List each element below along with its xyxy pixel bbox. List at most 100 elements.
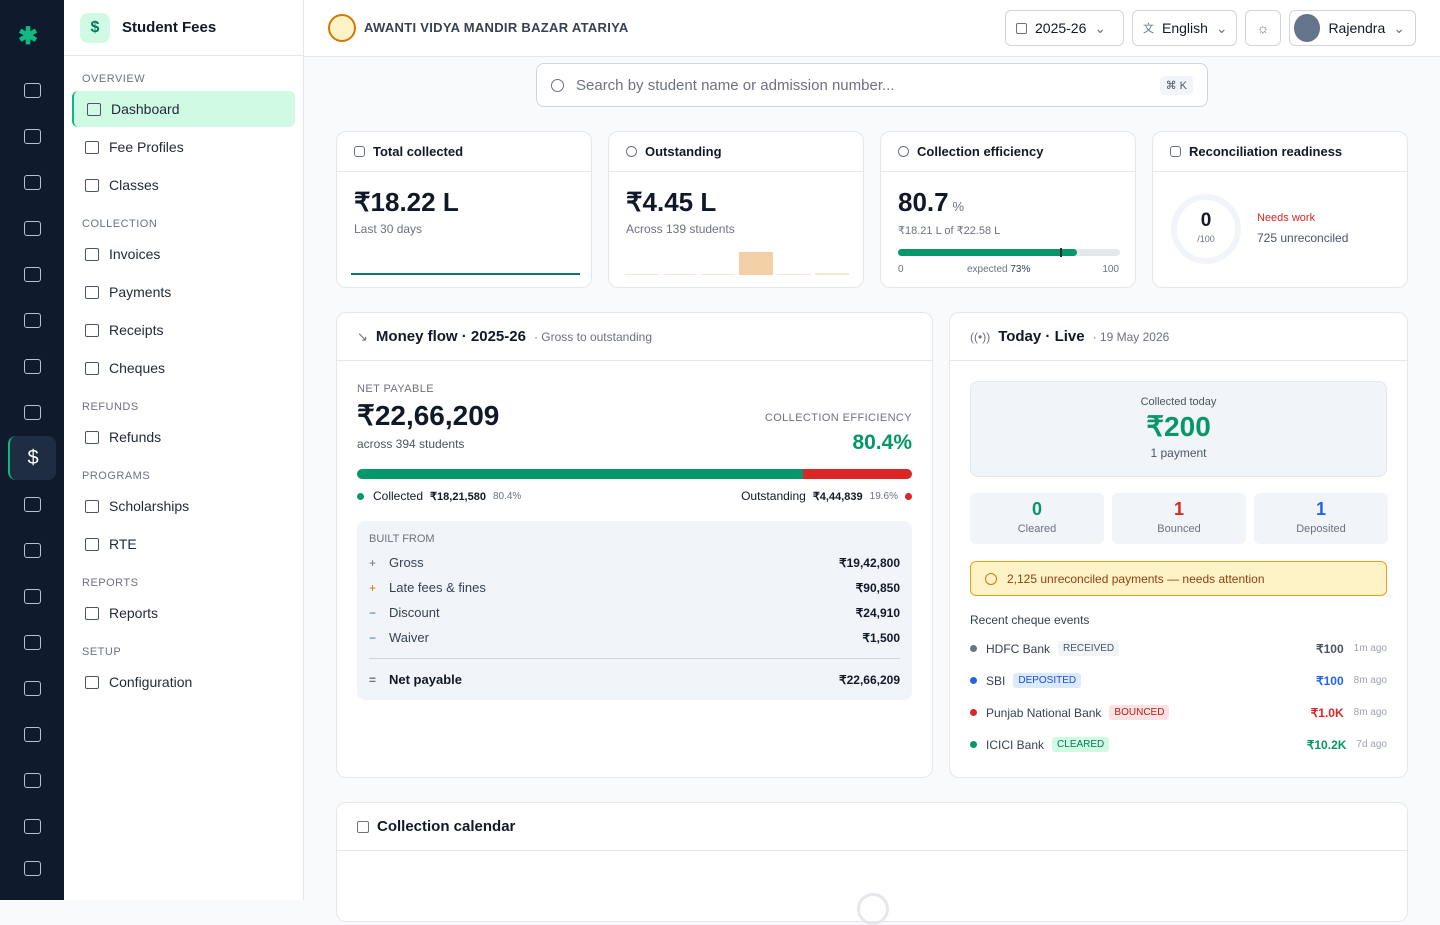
nav-item[interactable]: Cheques	[72, 350, 295, 386]
stat-tile: 1 Deposited	[1254, 493, 1388, 544]
rail-icon[interactable]	[24, 497, 41, 512]
score-ring	[1171, 194, 1241, 264]
progress-track	[898, 248, 1120, 257]
rail-icon[interactable]	[24, 543, 41, 558]
rail-icon[interactable]	[24, 359, 41, 374]
stat-value: 0	[1031, 499, 1042, 519]
kpi-card: Total collected ₹18.22 L Last 30 days	[336, 131, 592, 288]
nav-item[interactable]: Payments	[72, 274, 295, 310]
expected-value: 73%	[1010, 264, 1031, 275]
rail-icon[interactable]	[24, 175, 41, 190]
breakdown-label: Late fees & fines	[389, 580, 486, 595]
sparkline	[351, 273, 580, 275]
net-label: NET PAYABLE	[357, 383, 434, 395]
rail-icon[interactable]	[24, 681, 41, 696]
language-select[interactable]: 文 English ⌄	[1132, 10, 1237, 46]
event-time: 7d ago	[1356, 739, 1387, 750]
collected-label: Collected today	[1140, 396, 1217, 408]
breakdown-label: Discount	[389, 605, 440, 620]
nav-item[interactable]: Classes	[72, 167, 295, 203]
rail-icon[interactable]	[24, 727, 41, 742]
built-from: BUILT FROM + Gross ₹19,42,800 + Late fees & …	[357, 521, 912, 700]
nav-item[interactable]: Refunds	[72, 419, 295, 455]
rail-icon[interactable]	[24, 267, 41, 282]
event-amount: ₹100	[1315, 673, 1344, 688]
user-menu[interactable]: Rajendra ⌄	[1289, 10, 1416, 46]
net-value: ₹22,66,209	[357, 400, 500, 431]
cheque-event[interactable]: SBI DEPOSITED ₹100 8m ago	[970, 673, 1387, 688]
rail-icon[interactable]	[24, 129, 41, 144]
breakdown-left: = Net payable	[369, 672, 462, 687]
alert[interactable]: 2,125 unreconciled payments — needs atte…	[970, 561, 1387, 596]
rail-icon-active[interactable]: $	[8, 436, 56, 480]
built-heading: BUILT FROM	[369, 533, 435, 545]
mini-bar	[701, 274, 735, 275]
legend-label: Outstanding	[741, 489, 806, 503]
rail-icon[interactable]	[24, 221, 41, 236]
status: Needs work	[1257, 212, 1316, 224]
event-time: 8m ago	[1353, 675, 1387, 686]
nav-item[interactable]: Invoices	[72, 236, 295, 272]
mini-bar	[663, 274, 697, 275]
card-caption: Last 30 days	[354, 222, 423, 236]
kpi-card: Collection efficiency 80.7 % ₹18.21 L of…	[880, 131, 1136, 288]
cheque-event[interactable]: Punjab National Bank BOUNCED ₹1.0K 8m ago	[970, 705, 1387, 720]
nav-item[interactable]: Configuration	[72, 664, 295, 700]
mini-bar	[739, 252, 773, 275]
legend-label: Collected	[373, 489, 424, 503]
nav-item[interactable]: Receipts	[72, 312, 295, 348]
status-dot	[970, 741, 977, 748]
top-bar: AWANTI VIDYA MANDIR BAZAR ATARIYA 2025-2…	[304, 0, 1440, 57]
nav-item[interactable]: Scholarships	[72, 488, 295, 524]
search-box[interactable]: Search by student name or admission numb…	[536, 63, 1208, 107]
payments-count: 1 payment	[1150, 446, 1207, 460]
nav-heading: REPORTS	[82, 577, 139, 589]
rail-icon[interactable]	[24, 635, 41, 650]
nav-heading: REFUNDS	[82, 401, 139, 413]
status-tag: RECEIVED	[1058, 641, 1120, 656]
mini-bar	[815, 273, 849, 275]
rail-icon[interactable]	[24, 819, 41, 834]
event-time: 1m ago	[1353, 643, 1387, 654]
stat-tile: 0 Cleared	[970, 493, 1104, 544]
nav-item[interactable]: Fee Profiles	[72, 129, 295, 165]
breakdown-amount: ₹90,850	[855, 580, 900, 595]
breakdown-amount: ₹19,42,800	[838, 555, 900, 570]
cheque-event[interactable]: ICICI Bank CLEARED ₹10.2K 7d ago	[970, 737, 1387, 752]
nav-heading: PROGRAMS	[82, 470, 151, 482]
rail-icon[interactable]	[24, 589, 41, 604]
breakdown-sign: −	[369, 605, 377, 620]
card-value: ₹18.22 L	[354, 187, 459, 217]
panel-title: Collection calendar	[377, 818, 516, 835]
year: 2025-26	[1035, 20, 1087, 36]
expected-label: expected 73%	[967, 264, 1030, 275]
rail-icon[interactable]	[24, 83, 41, 98]
theme-toggle[interactable]: ☼	[1245, 10, 1281, 46]
rail-icon[interactable]	[24, 773, 41, 788]
event-amount: ₹1.0K	[1310, 705, 1344, 720]
breakdown-left: + Gross	[369, 555, 424, 570]
brand-icon: $	[80, 12, 110, 43]
year-select[interactable]: 2025-26 ⌄	[1005, 10, 1124, 46]
rail-icon[interactable]	[24, 313, 41, 328]
rail-icon[interactable]	[24, 405, 41, 420]
kpi-card: Outstanding ₹4.45 L Across 139 students	[608, 131, 864, 288]
bank-name: ICICI Bank	[986, 737, 1045, 752]
nav-item[interactable]: Dashboard	[72, 91, 295, 127]
efficiency-label: COLLECTION EFFICIENCY	[764, 412, 912, 424]
rail-icon[interactable]	[24, 861, 41, 876]
card-value: ₹4.45 L	[626, 187, 717, 217]
card-value: 80.7	[898, 187, 949, 217]
cheque-event[interactable]: HDFC Bank RECEIVED ₹100 1m ago	[970, 641, 1387, 656]
breakdown-row: − Discount ₹24,910	[369, 600, 900, 625]
user-name: Rajendra	[1328, 20, 1386, 36]
nav-heading: COLLECTION	[82, 218, 158, 230]
score-max: /100	[1197, 234, 1215, 244]
nav-item[interactable]: Reports	[72, 595, 295, 631]
efficiency-value: 80.4%	[852, 431, 912, 454]
nav-item[interactable]: RTE	[72, 526, 295, 562]
scale-min: 0	[898, 264, 904, 275]
event-amount: ₹10.2K	[1306, 737, 1347, 752]
stat-value: 1	[1315, 499, 1326, 519]
mini-bar	[625, 274, 659, 275]
